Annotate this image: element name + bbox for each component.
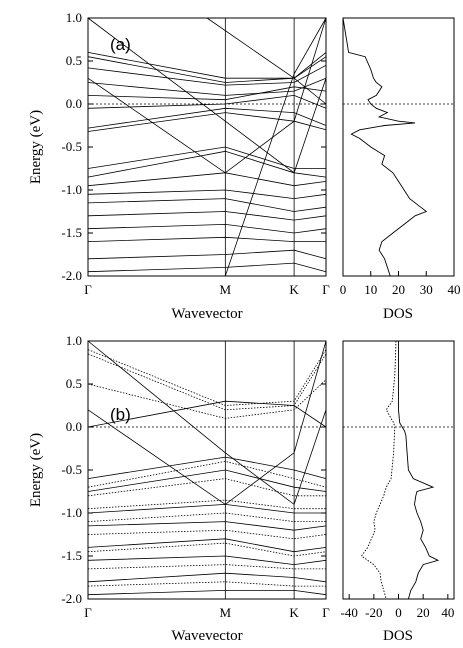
band-b-band-line <box>87 349 327 406</box>
band-a-band-line <box>87 56 327 83</box>
band-a-kpoint-label: Γ <box>84 282 92 297</box>
band-b-band-line <box>87 456 327 479</box>
panel-a-label: (a) <box>110 35 131 54</box>
band-b-band-line <box>87 460 327 488</box>
band-a-band-line <box>87 211 327 221</box>
band-b-band-line <box>87 555 327 566</box>
band-a-kpoint-label: M <box>220 282 232 297</box>
band-b-ytick-label: 0.0 <box>66 419 82 434</box>
band-a-band-line <box>87 17 327 174</box>
dos-a-xtick-label: 10 <box>364 282 377 297</box>
band-a-band-line <box>87 172 327 187</box>
band-b-ytick-label: -1.0 <box>61 505 82 520</box>
band-b-xlabel: Wavevector <box>171 628 242 644</box>
band-a-band-line <box>87 107 327 129</box>
band-a-band-line <box>206 17 327 105</box>
band-a-band-line <box>87 262 327 273</box>
band-a-band-line <box>87 112 327 132</box>
band-b-band-line <box>87 572 327 583</box>
band-a-band-line <box>87 189 327 200</box>
dos-b-xtick-label: -40 <box>340 605 357 620</box>
band-a-plot: 1.00.50.0-0.5-1.0-1.5-2.0Γ M K Γ <box>61 10 330 297</box>
dos-a-xtick-label: 40 <box>448 282 461 297</box>
dos-a-xtick-label: 0 <box>340 282 347 297</box>
band-b-band-line <box>87 564 326 570</box>
dos-b-xtick-label: -20 <box>365 605 382 620</box>
band-b-band-line <box>87 590 327 596</box>
band-a-band-line <box>87 64 327 86</box>
dos-a-plot: 0 10 20 30 40 <box>340 17 461 297</box>
band-a-band-line <box>87 146 326 169</box>
band-b-band-line <box>87 581 326 587</box>
dos-b-dos-line <box>360 340 397 600</box>
dos-a-dos-line <box>342 17 428 277</box>
band-a-kpoint-label: Γ <box>322 282 330 297</box>
band-b-band-line <box>87 521 327 531</box>
band-a-band-line <box>87 150 327 178</box>
band-a-band-line <box>87 86 327 101</box>
band-b-plot: 1.00.50.0-0.5-1.0-1.5-2.0Γ M K Γ <box>61 333 330 620</box>
band-a-band-line <box>87 52 327 79</box>
band-b-kpoint-label: M <box>220 605 232 620</box>
band-b-band-line <box>87 499 326 510</box>
dos-a-xlabel: DOS <box>383 306 413 322</box>
band-a-band-line <box>224 17 327 277</box>
dos-b-plot: -40 -20 0 20 40 <box>340 340 454 620</box>
band-b-ytick-label: -2.0 <box>61 591 82 606</box>
y-axis-label-a: Energy (eV) <box>28 110 44 184</box>
band-b-band-line <box>87 503 326 514</box>
band-b-band-line <box>87 340 327 505</box>
band-b-ytick-label: -0.5 <box>61 462 82 477</box>
y-axis-label-b: Energy (eV) <box>28 433 44 507</box>
band-b-ytick-label: 0.5 <box>66 376 82 391</box>
dos-b-xtick-label: 0 <box>395 605 402 620</box>
band-a-band-line <box>87 223 327 234</box>
band-a-ytick-label: -2.0 <box>61 268 82 283</box>
band-b-frame <box>87 340 327 600</box>
band-b-kpoint-label: Γ <box>322 605 330 620</box>
band-b-band-line <box>87 512 326 522</box>
band-a-kpoint-label: K <box>289 282 299 297</box>
band-a-band-line <box>87 77 327 96</box>
band-a-ytick-label: -1.0 <box>61 182 82 197</box>
band-a-ytick-label: -0.5 <box>61 139 82 154</box>
dos-b-xtick-label: 40 <box>441 605 454 620</box>
band-b-band-line <box>87 538 327 553</box>
dos-a-xtick-label: 30 <box>420 282 433 297</box>
dos-a-xtick-label: 20 <box>392 282 405 297</box>
band-a-band-line <box>87 249 327 260</box>
dos-b-xlabel: DOS <box>383 628 413 644</box>
band-b-band-line <box>87 478 326 497</box>
dos-b-xtick-label: 20 <box>417 605 430 620</box>
band-b-kpoint-label: Γ <box>84 605 92 620</box>
band-b-ytick-label: 1.0 <box>66 333 82 348</box>
band-a-ytick-label: 1.0 <box>66 10 82 25</box>
panel-b-label: (b) <box>110 405 131 424</box>
band-a-band-line <box>87 198 327 212</box>
dos-b-dos-line <box>398 341 440 600</box>
band-a-band-line <box>87 236 326 243</box>
band-a-xlabel: Wavevector <box>171 306 242 322</box>
band-a-frame <box>87 17 327 277</box>
dos-a-frame <box>342 17 455 277</box>
band-b-kpoint-label: K <box>289 605 299 620</box>
band-a-ytick-label: 0.0 <box>66 96 82 111</box>
band-a-ytick-label: 0.5 <box>66 53 82 68</box>
band-b-ytick-label: -1.5 <box>61 548 82 563</box>
band-a-band-line <box>87 94 327 109</box>
band-b-band-line <box>87 529 327 540</box>
band-b-band-line <box>87 400 327 428</box>
band-a-ytick-label: -1.5 <box>61 225 82 240</box>
